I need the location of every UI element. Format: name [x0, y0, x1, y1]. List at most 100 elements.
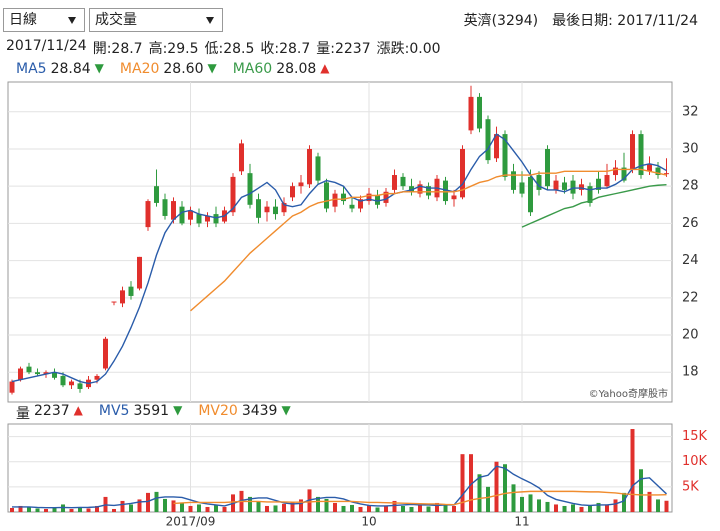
candle-body [502, 134, 508, 177]
volume-bar [27, 507, 31, 512]
candle-body [358, 199, 363, 209]
legend-name: MV5 [98, 403, 130, 419]
candle-body [256, 199, 261, 218]
volume-bar [613, 499, 618, 512]
volume-bar [503, 464, 507, 512]
candle-body [69, 381, 74, 386]
y-tick-label: 24 [682, 253, 699, 268]
candle-body [137, 256, 142, 289]
candle-body [409, 186, 414, 192]
candle-body [26, 366, 32, 373]
legend-trend: ▲ [320, 61, 330, 75]
candle-body [196, 214, 202, 224]
candle-body [35, 372, 40, 375]
period-dropdown[interactable]: 日線 [3, 8, 85, 32]
volume-bar [384, 505, 388, 512]
volume-bar [214, 505, 218, 512]
volume-bar [596, 502, 601, 512]
legend-value: 28.84 [50, 61, 91, 77]
candle-body [383, 191, 389, 203]
legend-name: MA5 [16, 61, 47, 77]
volume-bar [545, 501, 550, 512]
volume-bar [350, 504, 354, 512]
volume-bar [477, 474, 482, 512]
volume-bar [664, 500, 669, 512]
candle-body [324, 182, 329, 209]
volume-bar [316, 496, 320, 512]
candle-body [545, 148, 550, 187]
volume-bar [375, 507, 380, 512]
y-tick-label: 20 [682, 328, 699, 343]
quote-field: 低:28.5 [204, 41, 255, 57]
candle-body [9, 381, 15, 393]
y-tick-label: 30 [682, 141, 699, 156]
legend-value: 28.60 [163, 61, 204, 77]
volume-bar [163, 498, 167, 512]
legend-name: 量 [16, 406, 30, 422]
volume-bar [180, 502, 184, 512]
candle-body [111, 301, 117, 303]
volume-bar [18, 505, 23, 512]
volume-bar [188, 505, 193, 512]
legend-trend: ▲ [73, 403, 83, 417]
volume-bar [571, 504, 575, 512]
candle-body [366, 193, 372, 202]
candle-body [494, 134, 499, 159]
volume-bar [367, 505, 371, 512]
candle-body [247, 173, 253, 205]
volume-bar [222, 506, 227, 512]
volume-bar [630, 429, 635, 512]
legend-name: MA20 [119, 61, 160, 77]
candle-body [468, 96, 474, 131]
volume-bar [656, 499, 660, 512]
candle-body [477, 96, 482, 129]
dropdown-label: 成交量 [95, 12, 137, 28]
candle-body [511, 171, 516, 190]
indicator-dropdown[interactable]: 成交量 [89, 8, 223, 32]
volume-bar [69, 508, 74, 512]
volume-bar [265, 505, 269, 512]
candle-body [341, 193, 346, 202]
volume-bar [639, 469, 643, 512]
legend-trend: ▼ [207, 61, 217, 75]
candle-body [60, 375, 66, 386]
volume-bar [324, 498, 329, 512]
candle-body [426, 186, 431, 196]
candle-body [179, 206, 185, 224]
candle-body [570, 180, 576, 194]
y-tick-label: 18 [682, 365, 699, 380]
y-tick-label: 22 [682, 290, 699, 305]
quote-field: 量:2237 [316, 41, 371, 57]
y-tick-label: 28 [682, 179, 699, 194]
candle-body [553, 180, 559, 190]
ma-line [173, 490, 667, 506]
volume-bar [171, 500, 176, 512]
ma-line [521, 183, 667, 228]
volume-bar [10, 507, 14, 512]
volume-bar [120, 500, 125, 512]
candle-body [630, 134, 635, 170]
legend-trend: ▼ [173, 403, 183, 417]
price-panel [7, 81, 673, 403]
candle-body [239, 143, 244, 172]
volume-bar [146, 492, 150, 512]
candle-body [417, 184, 423, 194]
volume-bar [52, 507, 57, 512]
legend-entry: MV20 3439 ▼ [198, 403, 294, 423]
stock-name: 英濟(3294) [463, 13, 539, 29]
volume-bar [333, 502, 337, 512]
candle-body [298, 182, 304, 187]
volume-bar [392, 500, 397, 512]
y-tick-label: 32 [682, 104, 699, 119]
candle-body [664, 173, 669, 175]
volume-bar [452, 505, 456, 512]
legend-value: 3439 [241, 403, 278, 419]
candle-body [145, 201, 151, 228]
candle-body [604, 175, 610, 187]
volume-legend: 量 2237 ▲ MV5 3591 ▼ MV20 3439 ▼ [16, 403, 307, 423]
legend-trend: ▼ [94, 61, 104, 75]
candle-body [536, 175, 542, 190]
candle-body [171, 201, 176, 220]
legend-value: 3591 [133, 403, 170, 419]
